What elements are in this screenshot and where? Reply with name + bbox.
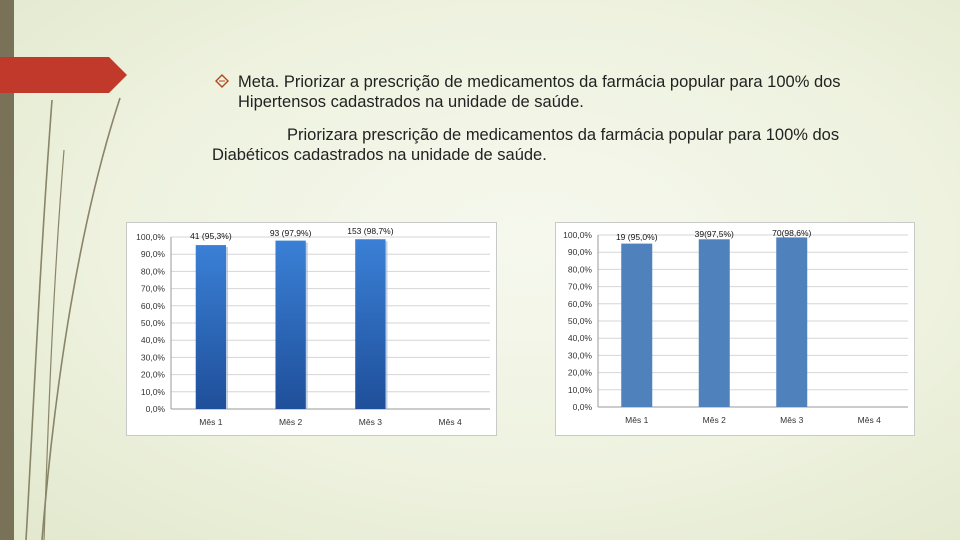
hypertensive-chart: 0,0% 10,0% 20,0% 30,0% 40,0% 50,0% 60,0% 70,0% 8… xyxy=(126,222,497,436)
y-tick-label: 80,0% xyxy=(141,266,166,276)
x-tick-label: Mês 3 xyxy=(359,417,382,427)
goal-line-1: Meta. Priorizar a prescrição de medicame… xyxy=(238,73,841,91)
data-label: 153 (98,7%) xyxy=(347,226,393,236)
diabetic-chart-svg: 0,0% 10,0% 20,0% 30,0% 40,0% 50,0% 60,0% 70,0% 8… xyxy=(563,228,908,425)
x-tick-label: Mês 4 xyxy=(858,415,881,425)
y-tick-label: 20,0% xyxy=(568,368,593,378)
y-tick-label: 40,0% xyxy=(141,335,166,345)
y-tick-label: 80,0% xyxy=(568,264,593,274)
diabetics-line-1: Priorizara prescrição de medicamentos da… xyxy=(287,126,840,144)
y-tick-label: 90,0% xyxy=(568,247,593,257)
red-title-tab xyxy=(0,57,127,93)
bar xyxy=(195,245,227,409)
data-label: 39(97,5%) xyxy=(695,229,734,239)
y-tick-label: 30,0% xyxy=(568,350,593,360)
diabetics-paragraph: Priorizara prescrição de medicamentos da… xyxy=(212,125,932,165)
y-tick-label: 100,0% xyxy=(563,230,592,240)
x-tick-label: Mês 3 xyxy=(780,415,803,425)
x-tick-label: Mês 1 xyxy=(625,415,648,425)
bar xyxy=(275,240,306,409)
left-accent-bar xyxy=(0,0,14,540)
y-tick-label: 0,0% xyxy=(573,402,593,412)
y-tick-label: 50,0% xyxy=(568,316,593,326)
x-tick-label: Mês 2 xyxy=(703,415,726,425)
data-label: 70(98,6%) xyxy=(772,228,811,238)
bar xyxy=(355,239,386,409)
y-tick-label: 70,0% xyxy=(141,284,166,294)
x-tick-label: Mês 4 xyxy=(439,417,462,427)
y-tick-label: 30,0% xyxy=(141,352,166,362)
y-tick-label: 10,0% xyxy=(141,387,166,397)
bar xyxy=(621,243,653,407)
bar xyxy=(776,237,808,407)
y-tick-label: 70,0% xyxy=(568,282,593,292)
diabetics-line-2: Diabéticos cadastrados na unidade de saú… xyxy=(212,146,547,164)
diamond-bullet-icon xyxy=(215,74,229,88)
x-tick-label: Mês 1 xyxy=(199,417,222,427)
y-tick-label: 100,0% xyxy=(136,232,165,242)
data-label: 93 (97,9%) xyxy=(270,228,312,238)
y-tick-label: 60,0% xyxy=(141,301,166,311)
y-tick-label: 0,0% xyxy=(146,404,166,414)
data-label: 41 (95,3%) xyxy=(190,231,232,241)
hypertensive-chart-svg: 0,0% 10,0% 20,0% 30,0% 40,0% 50,0% 60,0% 70,0% 8… xyxy=(136,226,490,427)
decorative-lines xyxy=(25,97,121,540)
goal-line-2: Hipertensos cadastrados na unidade de sa… xyxy=(238,93,584,111)
y-tick-label: 20,0% xyxy=(141,370,166,380)
y-tick-label: 60,0% xyxy=(568,299,593,309)
y-tick-label: 50,0% xyxy=(141,318,166,328)
y-tick-label: 40,0% xyxy=(568,333,593,343)
y-tick-label: 10,0% xyxy=(568,385,593,395)
diabetic-chart: 0,0% 10,0% 20,0% 30,0% 40,0% 50,0% 60,0% 70,0% 8… xyxy=(555,222,915,436)
y-tick-label: 90,0% xyxy=(141,249,166,259)
goal-bullet: Meta. Priorizar a prescrição de medicame… xyxy=(212,72,912,112)
x-tick-label: Mês 2 xyxy=(279,417,302,427)
bar xyxy=(698,239,730,407)
data-label: 19 (95,0%) xyxy=(616,232,658,242)
